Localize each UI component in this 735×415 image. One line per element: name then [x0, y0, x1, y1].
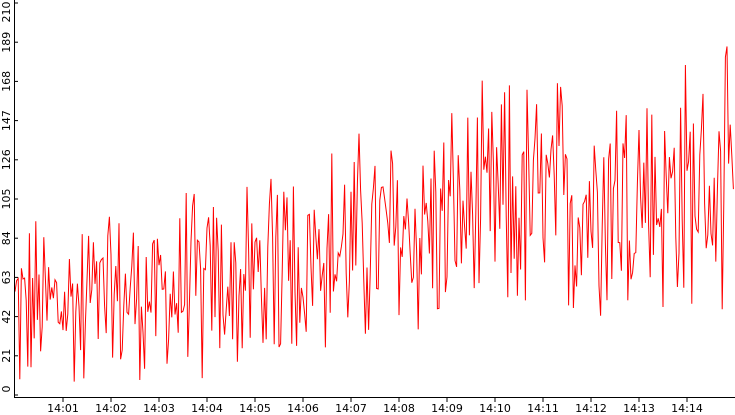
y-ticks: 0 21 42 63 84 105 126 147 168 189 210 — [0, 2, 18, 396]
x-ticks: 14:01 14:02 14:03 14:04 14:05 14:06 14:07 14:08… — [47, 397, 703, 415]
y-tick-label: 63 — [0, 270, 13, 284]
y-tick-label: 126 — [0, 149, 13, 170]
x-tick-label: 14:12 — [575, 402, 607, 415]
x-tick-label: 14:06 — [287, 402, 319, 415]
y-tick-label: 42 — [0, 310, 13, 324]
x-tick-label: 14:10 — [479, 402, 511, 415]
x-tick-label: 14:08 — [383, 402, 415, 415]
x-tick-label: 14:05 — [239, 402, 271, 415]
x-tick-label: 14:07 — [335, 402, 367, 415]
x-tick-label: 14:04 — [191, 402, 223, 415]
x-tick-label: 14:14 — [671, 402, 703, 415]
x-tick-label: 14:03 — [143, 402, 175, 415]
y-tick-label: 0 — [0, 386, 13, 393]
y-tick-label: 84 — [0, 231, 13, 245]
series-line — [14, 46, 734, 382]
x-tick-label: 14:09 — [431, 402, 463, 415]
x-tick-label: 14:13 — [623, 402, 655, 415]
y-tick-label: 105 — [0, 189, 13, 210]
y-tick-label: 189 — [0, 32, 13, 53]
y-tick-label: 21 — [0, 349, 13, 363]
y-tick-label: 168 — [0, 71, 13, 92]
x-tick-label: 14:11 — [527, 402, 559, 415]
x-tick-label: 14:01 — [47, 402, 79, 415]
y-tick-label: 210 — [0, 2, 13, 23]
series-layer — [14, 46, 734, 382]
x-tick-label: 14:02 — [95, 402, 127, 415]
y-tick-label: 147 — [0, 110, 13, 131]
